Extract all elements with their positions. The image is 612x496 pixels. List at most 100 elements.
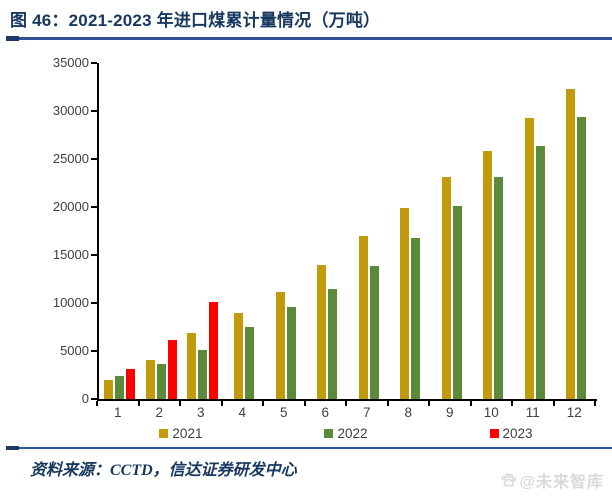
bar-2022-month-3 [198,350,208,399]
bar-2022-month-2 [156,364,166,399]
bar-2023-month-1 [126,369,136,399]
bar-group-month-10 [473,63,515,399]
title-rule [6,36,612,41]
bar-2022-month-4 [245,327,255,399]
bar-2021-month-2 [145,359,155,399]
y-axis-tick-label: 5000 [60,343,89,358]
x-axis-tick-label: 4 [238,405,246,420]
bar-2021-month-11 [524,117,534,399]
x-axis-tick-label: 9 [445,405,454,420]
bar-2022-month-11 [535,145,545,399]
x-axis-tick [469,401,472,406]
bar-2022-month-6 [328,288,338,399]
bar-group-month-2 [141,63,183,399]
bar-2021-month-1 [104,379,114,399]
x-axis-tick-label: 12 [566,405,582,420]
x-axis-tick [262,401,264,406]
bar-group-month-11 [514,63,556,399]
bar-2022-month-8 [411,237,421,399]
x-axis-tick-label: 5 [279,405,288,420]
legend-item-2021: 2021 [159,426,202,441]
bar-2021-month-6 [317,264,327,399]
bar-2022-month-9 [452,206,462,399]
x-axis-tick [303,401,306,406]
legend-item-2022: 2022 [324,426,368,441]
y-axis-tick-label: 30000 [52,103,89,118]
bar-group-month-5 [265,63,307,399]
bar-group-month-7 [348,63,390,399]
bar-group-month-1 [99,63,141,399]
y-axis-tick-label: 35000 [52,55,89,70]
bar-2022-month-5 [286,306,296,399]
y-axis-tick [91,350,97,352]
bottom-rule [6,446,612,450]
x-axis-tick [96,401,98,406]
x-axis-tick-label: 7 [362,405,371,420]
y-axis-tick-label: 20000 [52,199,89,214]
x-axis-tick [345,401,347,406]
bar-2021-month-8 [400,208,410,399]
x-axis-tick [137,401,140,406]
y-axis-tick [91,398,97,400]
legend-swatch-2021 [159,429,169,438]
bar-group-month-6 [307,63,349,399]
legend-item-2023: 2023 [489,426,533,441]
y-axis-tick-label: 0 [81,391,89,406]
title-rule-cap [6,36,19,41]
legend-label-2021: 2021 [172,426,203,441]
watermark-text: @未来智库 [519,474,604,491]
source-text: 资料来源：CCTD，信达证券研发中心 [30,462,297,479]
chart-legend: 2021 2022 2023 [97,426,595,441]
y-axis-tick-label: 25000 [52,151,89,166]
x-axis-tick-label: 6 [321,405,329,420]
y-axis-tick [91,158,97,160]
watermark: @未来智库 [500,468,604,492]
bar-group-month-9 [431,63,473,399]
y-axis-tick-label: 10000 [52,295,89,310]
y-axis-tick [91,302,97,304]
bar-2021-month-3 [187,332,197,399]
x-axis-tick-label: 8 [404,405,412,420]
x-axis-tick-label: 11 [525,405,540,420]
bottom-rule-cap [6,446,19,450]
bar-2021-month-7 [358,235,368,399]
bar-2023-month-2 [167,340,177,399]
y-axis-tick [91,62,97,64]
x-axis-tick [552,401,555,406]
y-axis-tick [91,110,97,112]
bar-2022-month-1 [115,376,125,399]
legend-label-2023: 2023 [502,426,533,441]
y-axis: 0 5000 10000 15000 20000 25000 30000 35000 [0,55,89,406]
paw-icon [501,472,517,487]
bar-2022-month-7 [369,265,379,399]
legend-swatch-2022 [324,429,334,438]
x-axis-tick [220,401,223,406]
bar-2021-month-5 [275,292,285,399]
x-axis-tick [386,401,389,406]
bar-2021-month-10 [483,151,493,399]
y-axis-tick [91,206,97,208]
bar-2021-month-9 [441,177,451,399]
bar-2021-month-4 [234,312,244,399]
legend-label-2022: 2022 [337,426,368,441]
bar-2022-month-10 [494,177,504,399]
y-axis-tick [91,254,97,256]
y-axis-tick-label: 15000 [52,247,89,262]
x-axis-tick-label: 1 [113,405,122,420]
x-axis-tick [179,401,181,406]
x-axis-tick [511,401,513,406]
x-axis-tick [594,401,596,406]
bar-group-month-4 [224,63,266,399]
x-axis-tick-label: 3 [196,405,205,420]
legend-swatch-2023 [489,429,499,438]
x-axis-tick-label: 10 [483,405,499,420]
figure-title: 图 46：2021-2023 年进口煤累计量情况（万吨） [10,11,381,30]
x-axis-labels: 1 2 3 4 5 6 7 8 9 10 11 12 [97,405,595,420]
bar-2023-month-3 [209,302,219,399]
bar-group-month-8 [390,63,432,399]
x-axis-tick [428,401,430,406]
bar-2021-month-12 [566,88,576,399]
bar-2022-month-12 [577,116,587,399]
bar-group-month-3 [182,63,224,399]
